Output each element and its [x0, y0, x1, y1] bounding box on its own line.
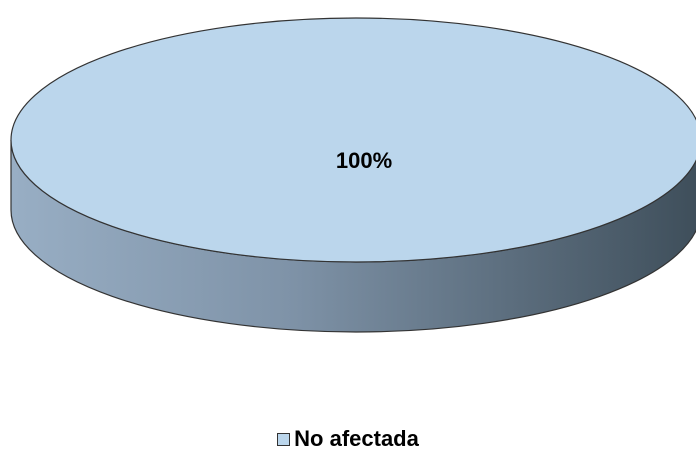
legend-item-no-afectada: No afectada — [277, 426, 419, 452]
legend-swatch-no-afectada — [277, 432, 291, 446]
pie-slice-no-afectada — [10, 17, 696, 263]
data-label-no-afectada: 100% — [336, 148, 392, 173]
legend-label-no-afectada: No afectada — [294, 426, 419, 451]
legend: No afectada — [0, 426, 696, 452]
